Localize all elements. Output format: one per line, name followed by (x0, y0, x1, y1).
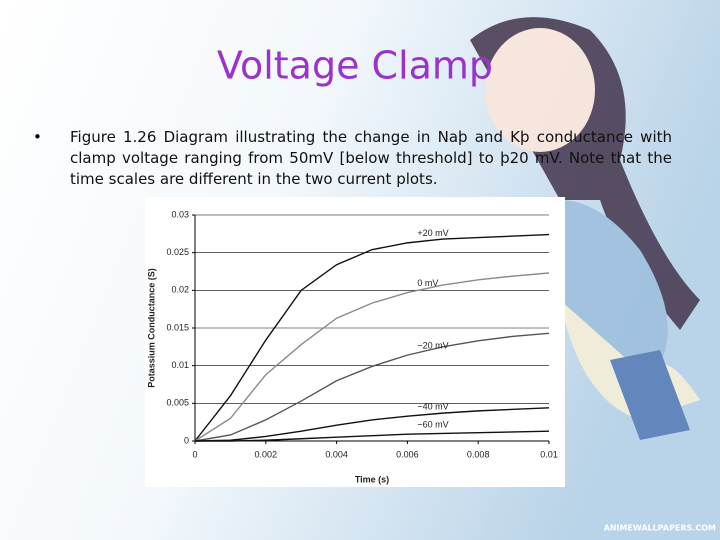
y-tick-label: 0.01 (171, 360, 189, 370)
series-line (194, 407, 550, 442)
y-tick-label: 0.005 (166, 398, 189, 408)
chart: 0 0.005 0.01 0.015 0.02 0.025 0.03 0 0.002 0.004 0… (146, 209, 557, 484)
series-line (194, 233, 550, 442)
bullet-text: Figure 1.26 Diagram illustrating the cha… (70, 128, 672, 188)
x-tick-label: 0.01 (540, 449, 558, 459)
x-tick-label: 0.006 (396, 449, 419, 459)
x-tick-label: 0.004 (325, 449, 348, 459)
series-label: 0 mV (417, 278, 438, 288)
illustration (470, 17, 700, 440)
series-line (195, 430, 550, 442)
y-tick-label: 0.015 (166, 322, 189, 332)
figure-panel (145, 197, 565, 487)
series-line (194, 332, 550, 442)
bullet-marker: • (33, 128, 42, 146)
x-tick-label: 0.002 (255, 449, 278, 459)
watermark: ANIMEWALLPAPERS.COM (604, 524, 716, 533)
x-axis-label: Time (s) (355, 474, 389, 484)
series-line (194, 272, 550, 442)
series-label: −40 mV (417, 402, 448, 412)
y-tick-label: 0.025 (166, 247, 189, 257)
x-tick-label: 0 (192, 449, 197, 459)
y-tick-label: 0.02 (171, 285, 189, 295)
y-axis-label: Potassium Conductance (S) (146, 268, 156, 388)
series-label: −60 mV (417, 420, 448, 430)
slide-title: Voltage Clamp (217, 44, 493, 88)
series-label: +20 mV (417, 228, 448, 238)
y-tick-label: 0 (184, 435, 189, 445)
series-label: −20 mV (417, 340, 448, 350)
y-tick-label: 0.03 (171, 209, 189, 219)
x-tick-label: 0.008 (467, 449, 490, 459)
